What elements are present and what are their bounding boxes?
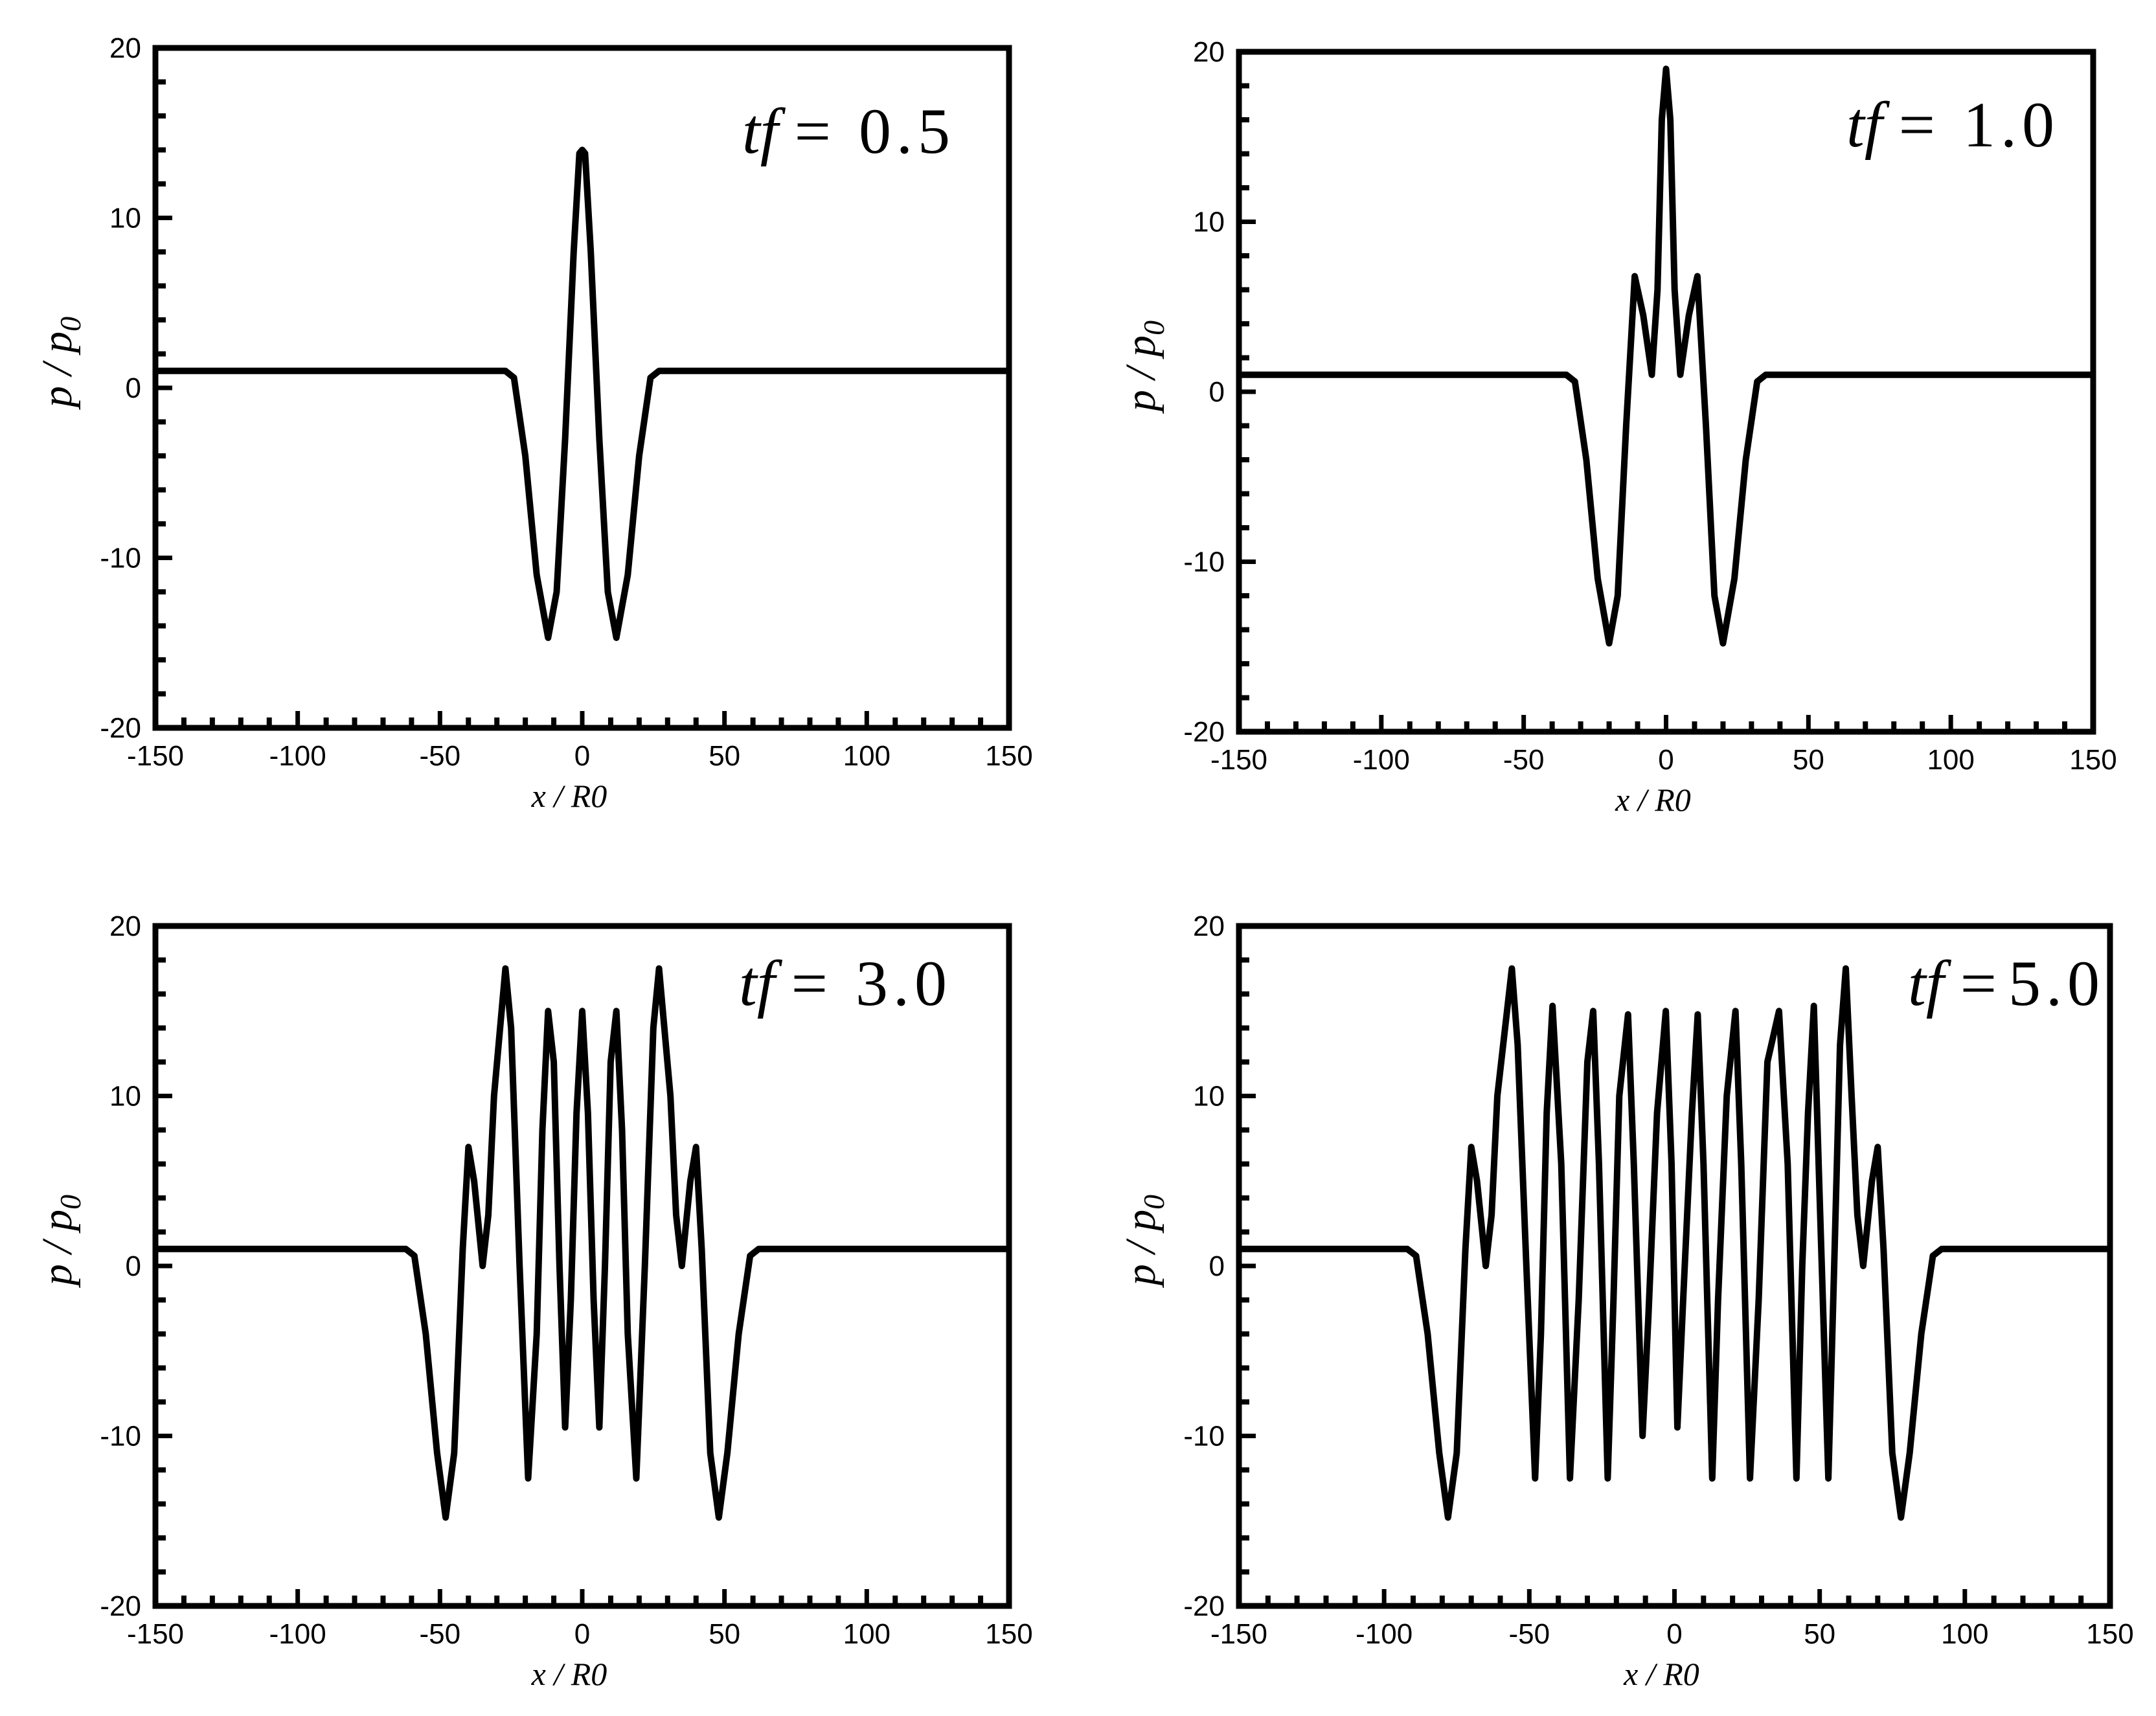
annotation-value: 1.0 [1963, 89, 2060, 161]
x-axis-title: x / R0 [1623, 1656, 1699, 1692]
x-tick-label: -150 [127, 740, 184, 772]
y-tick-label: 0 [1209, 1250, 1225, 1282]
x-tick-label: -150 [1210, 744, 1267, 776]
y-axis-title: p / p0 [34, 1195, 87, 1288]
y-tick-label: -10 [100, 543, 141, 574]
y-axis-title-subscript: 0 [1137, 321, 1170, 335]
x-tick-label: 100 [843, 740, 891, 772]
y-tick-label: 20 [109, 32, 141, 64]
x-tick-label: 150 [985, 740, 1032, 772]
series-line [1239, 965, 2110, 1521]
y-tick-label: -10 [100, 1421, 141, 1452]
x-tick-label: 0 [1666, 1618, 1682, 1650]
annotation-equals: = [1883, 89, 1951, 161]
x-tick-label: -50 [1509, 1618, 1550, 1650]
x-tick-label: -100 [1356, 1618, 1413, 1650]
annotation-equals: = [775, 947, 844, 1019]
x-tick-label: -150 [1210, 1618, 1267, 1650]
y-tick-label: 0 [1209, 376, 1225, 408]
y-axis-title-subscript: 0 [54, 317, 87, 332]
y-axis-title: p / p0 [1117, 1195, 1170, 1288]
x-tick-label: 100 [1941, 1618, 1988, 1650]
y-tick-label: 0 [126, 1250, 141, 1282]
series-line [155, 146, 1009, 641]
y-axis-title-main: p / p [34, 1210, 81, 1288]
x-tick-label: 50 [709, 740, 740, 772]
y-tick-label: 10 [109, 203, 141, 234]
x-tick-label: -50 [420, 740, 461, 772]
x-axis-title: x / R0 [531, 778, 607, 814]
x-tick-label: 50 [1793, 744, 1824, 776]
plot-frame [152, 45, 1012, 731]
x-tick-label: 0 [1658, 744, 1674, 776]
x-tick-label: 0 [574, 740, 590, 772]
panel-annotation: tf = 1.0 [1846, 89, 2060, 161]
series-line [1239, 65, 2093, 647]
y-axis-title-subscript: 0 [54, 1195, 87, 1210]
plot-frame [152, 923, 1012, 1609]
x-axis-title: x / R0 [531, 1656, 607, 1692]
y-tick-label: -20 [1183, 716, 1225, 748]
y-tick-label: 10 [109, 1081, 141, 1112]
y-axis-title: p / p0 [34, 317, 87, 410]
x-tick-label: 150 [2086, 1618, 2133, 1650]
y-tick-label: 0 [126, 372, 141, 404]
panel-annotation: tf = 0.5 [742, 95, 955, 167]
x-tick-label: -100 [269, 740, 326, 772]
x-tick-label: 50 [1804, 1618, 1835, 1650]
plot-frame [1236, 49, 2096, 735]
annotation-value: 0.5 [859, 95, 955, 167]
y-tick-label: -20 [100, 712, 141, 744]
y-tick-label: 20 [109, 910, 141, 942]
x-tick-label: 150 [985, 1618, 1032, 1650]
x-tick-label: 150 [2069, 744, 2116, 776]
y-tick-label: -20 [1183, 1590, 1225, 1622]
annotation-value: 3.0 [856, 947, 952, 1019]
panel-annotation: tf = 5.0 [1908, 947, 2105, 1019]
annotation-equals: = [1944, 947, 1997, 1019]
x-tick-label: -100 [1353, 744, 1410, 776]
x-tick-label: 100 [843, 1618, 891, 1650]
series-line [155, 965, 1009, 1521]
y-tick-label: 20 [1193, 910, 1225, 942]
panel-annotation: tf = 3.0 [739, 947, 952, 1019]
x-tick-label: -100 [269, 1618, 326, 1650]
y-axis-title-main: p / p [34, 332, 81, 410]
y-tick-label: 10 [1193, 207, 1225, 238]
y-tick-label: 20 [1193, 36, 1225, 68]
y-tick-label: -20 [100, 1590, 141, 1622]
x-tick-label: -150 [127, 1618, 184, 1650]
y-tick-label: 10 [1193, 1081, 1225, 1112]
x-tick-label: 100 [1927, 744, 1974, 776]
x-tick-label: 50 [709, 1618, 740, 1650]
x-tick-label: -50 [420, 1618, 461, 1650]
annotation-equals: = [778, 95, 847, 167]
y-axis-title: p / p0 [1117, 321, 1170, 414]
y-axis-title-main: p / p [1117, 1210, 1164, 1288]
x-axis-title: x / R0 [1615, 782, 1691, 818]
x-tick-label: 0 [574, 1618, 590, 1650]
y-tick-label: -10 [1183, 1421, 1225, 1452]
plot-frame [1236, 923, 2113, 1609]
x-tick-label: -50 [1503, 744, 1545, 776]
annotation-value: 5.0 [2008, 947, 2105, 1019]
y-axis-title-subscript: 0 [1137, 1195, 1170, 1210]
y-tick-label: -10 [1183, 547, 1225, 578]
y-axis-title-main: p / p [1117, 335, 1164, 414]
